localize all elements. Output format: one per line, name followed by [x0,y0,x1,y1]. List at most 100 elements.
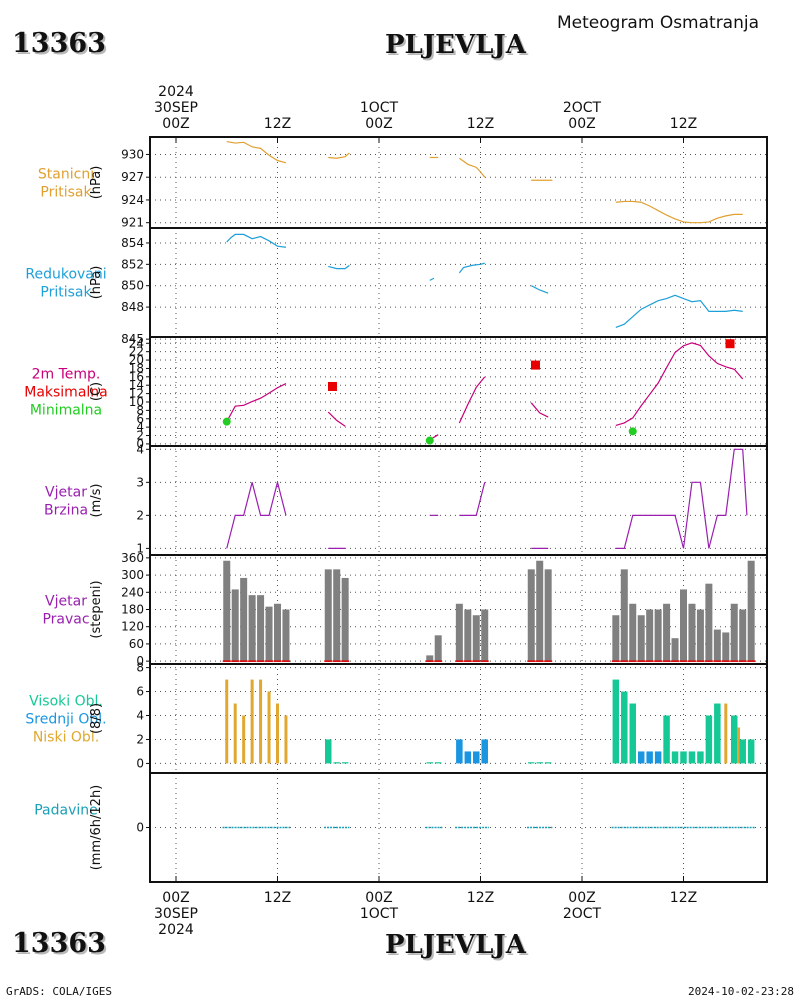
wind-direction-bar [544,569,552,662]
wind-direction-panel-title-line: Vjetar [45,594,87,610]
wind-direction-bar [426,655,434,662]
time-axis-top-label: 12Z [670,116,697,132]
cloud-cover-bar-high [688,751,696,764]
temperature-panel-title-line: Maksimalna [24,385,108,401]
reduced-pressure-panel-frame [149,227,768,338]
clouds-panel-title-line: Niski Obl. [33,730,99,746]
wind-direction-bar [333,569,341,662]
time-axis-top-label: 00Z [365,116,392,132]
wind-direction-bar [464,609,472,662]
wind-direction-bar [663,603,671,662]
wind-direction-panel-unit-label: (stepeni) [89,580,104,638]
wind-direction-bar [739,609,747,662]
wind-direction-bar [747,560,755,662]
station-pressure-panel-y-tick-label: 927 [121,170,144,184]
wind-direction-bar [527,569,535,662]
wind-direction-panel-y-tick-label: 60 [129,637,144,651]
wind-direction-bar [620,569,628,662]
wind-direction-bar [231,589,239,662]
station-pressure-panel-series-line [615,200,743,224]
cloud-cover-bar-high [629,703,636,764]
reduced-pressure-panel-y-tick-label: 845 [121,332,144,346]
time-axis-top-label: 00Z [568,116,595,132]
station-id-top: 13363 [12,28,106,59]
time-axis-bottom-label: 2024 [158,922,194,938]
station-pressure-panel-title-line: Stanicni [38,167,94,183]
station-pressure-panel-y-tick-label: 924 [121,193,144,207]
cloud-cover-bar-low [276,703,279,764]
cloud-cover-bar-high [528,762,535,764]
cloud-cover-bar-mid [637,751,645,764]
temperature-panel-y-tick-label: 22 [129,345,144,359]
reduced-pressure-panel-title-line: Pritisak [40,285,92,301]
maximum-temperature-marker [530,360,540,370]
station-name-top: PLJEVLJA [385,30,526,60]
clouds-panel-y-tick-label: 2 [136,732,144,746]
cloud-cover-bar-mid [654,751,662,764]
time-axis-bottom-label: 12Z [467,890,494,906]
station-pressure-panel-series-line [226,140,287,164]
temperature-panel-series-line [226,382,287,422]
temperature-panel-y-tick-label: 2 [136,429,144,443]
wind-speed-panel-title-line: Brzina [44,503,88,519]
wind-direction-bar [248,595,256,662]
clouds-panel-title-line: Visoki Obl. [29,694,103,710]
wind-speed-panel-frame [149,445,768,556]
station-pressure-panel-y-tick-label: 921 [121,216,144,230]
reduced-pressure-panel-title-line: Redukovani [25,267,106,283]
wind-direction-bar [472,615,480,662]
temperature-panel-y-tick-label: 14 [129,378,144,392]
wind-direction-bar [612,615,620,662]
minimum-temperature-marker [628,427,637,436]
wind-speed-panel-y-tick-label: 1 [136,541,144,555]
cloud-cover-bar-low [284,715,288,764]
time-axis-top-label: 1OCT [360,100,399,116]
wind-direction-panel-y-tick-label: 240 [121,585,144,599]
wind-direction-bar [730,603,738,662]
precipitation-panel-unit-label: (mm/6h/12h) [89,785,104,871]
wind-direction-bar [282,609,290,662]
cloud-cover-bar-high [544,762,552,764]
cloud-cover-bar-high [621,691,628,764]
cloud-cover-bar-high [680,751,687,764]
temperature-panel-y-tick-label: 4 [136,420,144,434]
reduced-pressure-panel-y-tick-label: 848 [121,300,144,314]
clouds-panel-title-line: Srednji Obl. [25,712,106,728]
cloud-cover-bar-high [714,703,721,764]
temperature-panel-y-tick-label: 24 [129,336,144,350]
wind-direction-bar [646,609,654,662]
station-pressure-panel-y-tick-label: 930 [121,147,144,161]
time-axis-top-label: 2OCT [563,100,602,116]
reduced-pressure-panel-series-line [328,264,350,270]
wind-direction-bar [324,569,332,662]
credit-label: GrADS: COLA/IGES [6,985,112,998]
station-pressure-panel-title-line: Pritisak [40,185,92,201]
time-axis-bottom-label: 00Z [365,890,392,906]
cloud-cover-bar-low [267,691,271,764]
temperature-panel-series-line [530,402,549,418]
wind-direction-bar [705,583,713,662]
time-axis-top-label: 30SEP [154,100,198,116]
product-title: Meteogram Osmatranja [557,13,760,33]
wind-direction-bar [654,609,662,662]
wind-direction-bar [434,635,442,662]
wind-direction-panel-y-tick-label: 120 [121,620,144,634]
temperature-panel-y-tick-label: 18 [129,361,144,375]
wind-direction-bar [637,615,645,662]
temperature-panel-y-tick-label: 16 [129,370,144,384]
wind-direction-bar [341,577,349,662]
maximum-temperature-marker [327,381,337,391]
wind-speed-panel-title-line: Vjetar [45,485,87,501]
cloud-cover-bar-low [242,715,246,764]
cloud-cover-bar-high [731,715,738,764]
wind-direction-panel-y-tick-label: 180 [121,603,144,617]
temperature-panel-y-tick-label: 20 [129,353,144,367]
reduced-pressure-panel-series-line [615,294,743,328]
time-axis-bottom-label: 12Z [264,890,291,906]
wind-direction-bar [722,632,730,662]
reduced-pressure-panel-y-tick-label: 852 [121,257,144,271]
clouds-panel-y-tick-label: 8 [136,661,144,675]
time-axis-bottom-label: 2OCT [563,906,602,922]
